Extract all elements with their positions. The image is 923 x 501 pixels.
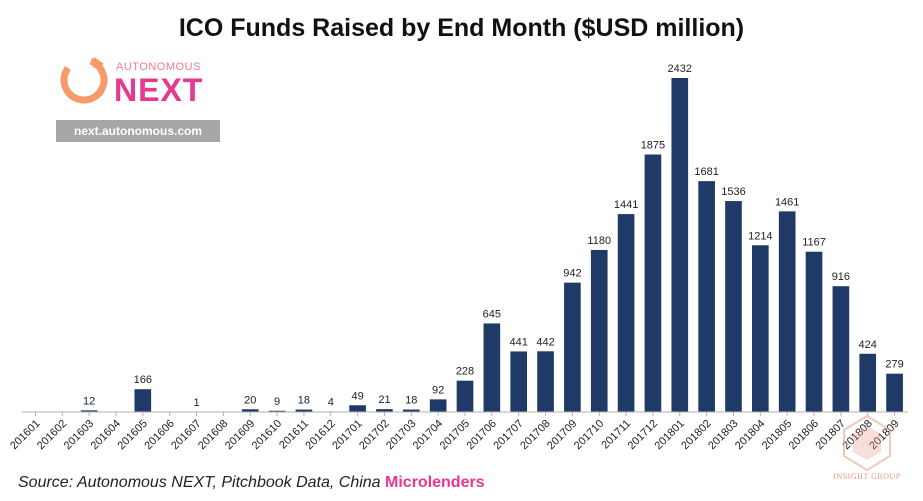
bar-201809 — [886, 373, 903, 412]
bar-201704 — [429, 399, 447, 412]
bar-201609 — [241, 409, 259, 412]
bar-201711 — [617, 214, 635, 412]
logo-url: next.autonomous.com — [56, 120, 220, 142]
logo-main-text: NEXT — [114, 72, 204, 108]
bar-201712 — [644, 154, 662, 412]
bar-201705 — [456, 380, 474, 412]
bar-201603 — [80, 410, 98, 412]
x-tick-label-201610: 201610 — [250, 418, 284, 452]
logo-ring-icon — [60, 56, 108, 104]
bar-201701 — [349, 405, 366, 412]
value-label-201802: 1681 — [694, 166, 718, 178]
value-label-201609: 20 — [244, 394, 256, 406]
value-label-201702: 21 — [378, 394, 390, 406]
bar-201605 — [134, 389, 152, 412]
x-axis-ticks: 2016012016022016032016042016052016062016… — [8, 412, 902, 452]
logo-top-text: AUTONOMOUS — [116, 61, 201, 73]
bar-201708 — [537, 351, 554, 412]
bar-201707 — [510, 351, 528, 412]
bar-201803 — [725, 201, 742, 412]
source-accent-text: Microlenders — [385, 474, 485, 491]
bar-201709 — [564, 282, 581, 412]
bar-201610 — [268, 410, 286, 412]
value-label-201707: 441 — [510, 336, 528, 348]
bar-201702 — [376, 409, 393, 412]
autonomous-next-logo: AUTONOMOUS NEXT next.autonomous.com — [50, 48, 230, 148]
value-label-201803: 1536 — [721, 186, 745, 198]
value-label-201603: 12 — [83, 395, 95, 407]
value-label-201807: 916 — [832, 271, 850, 283]
value-label-201701: 49 — [351, 390, 363, 402]
bar-201802 — [698, 181, 715, 412]
bar-201611 — [295, 409, 313, 412]
value-label-201801: 2432 — [668, 63, 692, 75]
bar-201806 — [805, 251, 823, 412]
value-label-201805: 1461 — [775, 196, 799, 208]
value-label-201706: 645 — [483, 308, 501, 320]
bar-201710 — [590, 249, 608, 412]
value-label-201610: 9 — [274, 396, 280, 408]
value-label-201808: 424 — [859, 339, 877, 351]
value-label-201711: 1441 — [614, 199, 638, 211]
watermark-icon — [843, 414, 891, 472]
bar-201801 — [671, 78, 689, 412]
value-labels-layer: 12 166 1 20 9 18 4 49 21 18 92 228 645 441 442 942 1180 1… — [83, 63, 904, 409]
value-label-201703: 18 — [405, 395, 417, 407]
bar-201706 — [483, 323, 501, 412]
value-label-201705: 228 — [456, 366, 474, 378]
value-label-201708: 442 — [536, 336, 554, 348]
chart-title: ICO Funds Raised by End Month ($USD mill… — [178, 14, 745, 42]
insight-group-watermark: INSIGHT GROUP — [824, 412, 910, 482]
bar-201703 — [402, 409, 420, 412]
value-label-201804: 1214 — [748, 230, 772, 242]
bar-201807 — [832, 286, 850, 412]
bar-201808 — [859, 353, 877, 412]
value-label-201806: 1167 — [802, 237, 826, 249]
value-label-201709: 942 — [563, 268, 581, 280]
source-note: Source: Autonomous NEXT, Pitchbook Data,… — [18, 474, 485, 492]
value-label-201704: 92 — [432, 384, 444, 396]
watermark-text: INSIGHT GROUP — [833, 472, 901, 481]
bars-layer — [80, 78, 903, 412]
source-text: Source: Autonomous NEXT, Pitchbook Data,… — [18, 474, 386, 491]
value-label-201712: 1875 — [641, 139, 665, 151]
value-label-201607: 1 — [193, 397, 199, 409]
value-label-201605: 166 — [134, 374, 152, 386]
value-label-201612: 4 — [328, 396, 334, 408]
bar-201804 — [752, 245, 769, 412]
value-label-201710: 1180 — [587, 235, 611, 247]
value-label-201809: 279 — [885, 359, 903, 371]
x-tick-label-201710: 201710 — [572, 418, 606, 452]
bar-201805 — [778, 211, 796, 412]
value-label-201611: 18 — [298, 395, 310, 407]
